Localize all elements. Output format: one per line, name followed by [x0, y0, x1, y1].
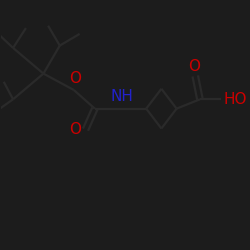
Text: O: O	[188, 58, 200, 74]
Text: HO: HO	[224, 92, 247, 107]
Text: O: O	[69, 71, 81, 86]
Text: O: O	[69, 122, 81, 137]
Text: NH: NH	[110, 89, 133, 104]
